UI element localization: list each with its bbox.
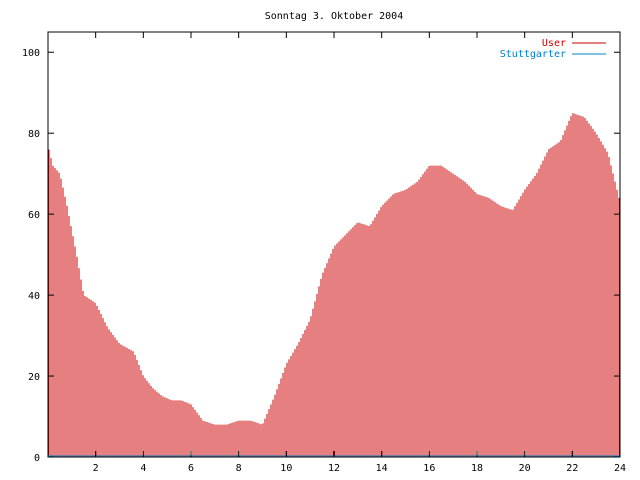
x-tick-label: 14 [376,463,388,474]
x-tick-label: 16 [423,463,435,474]
y-tick-label: 0 [34,453,40,464]
plot-frame [47,31,621,458]
y-tick-label: 60 [28,210,40,221]
legend-label-user: User [542,38,566,49]
x-tick-label: 18 [471,463,483,474]
bars [48,113,620,457]
chart-title: Sonntag 3. Oktober 2004 [265,11,403,22]
y-tick-label: 40 [28,291,40,302]
y-tick-label: 20 [28,372,40,383]
x-tick-label: 2 [93,463,99,474]
x-axis: 2 4 6 8 10 12 14 16 18 20 22 24 [93,32,626,474]
legend-label-stuttgarter: Stuttgarter [500,49,566,60]
x-tick-label: 22 [566,463,578,474]
x-tick-label: 4 [140,463,146,474]
x-tick-label: 24 [614,463,626,474]
x-tick-label: 10 [280,463,292,474]
x-tick-label: 20 [519,463,531,474]
legend: User Stuttgarter [500,38,606,60]
x-tick-label: 12 [328,463,340,474]
x-tick-label: 8 [236,463,242,474]
x-tick-label: 6 [188,463,194,474]
y-tick-label: 80 [28,129,40,140]
y-tick-label: 100 [22,48,40,59]
y-axis: 0 20 40 60 80 100 [22,48,620,464]
